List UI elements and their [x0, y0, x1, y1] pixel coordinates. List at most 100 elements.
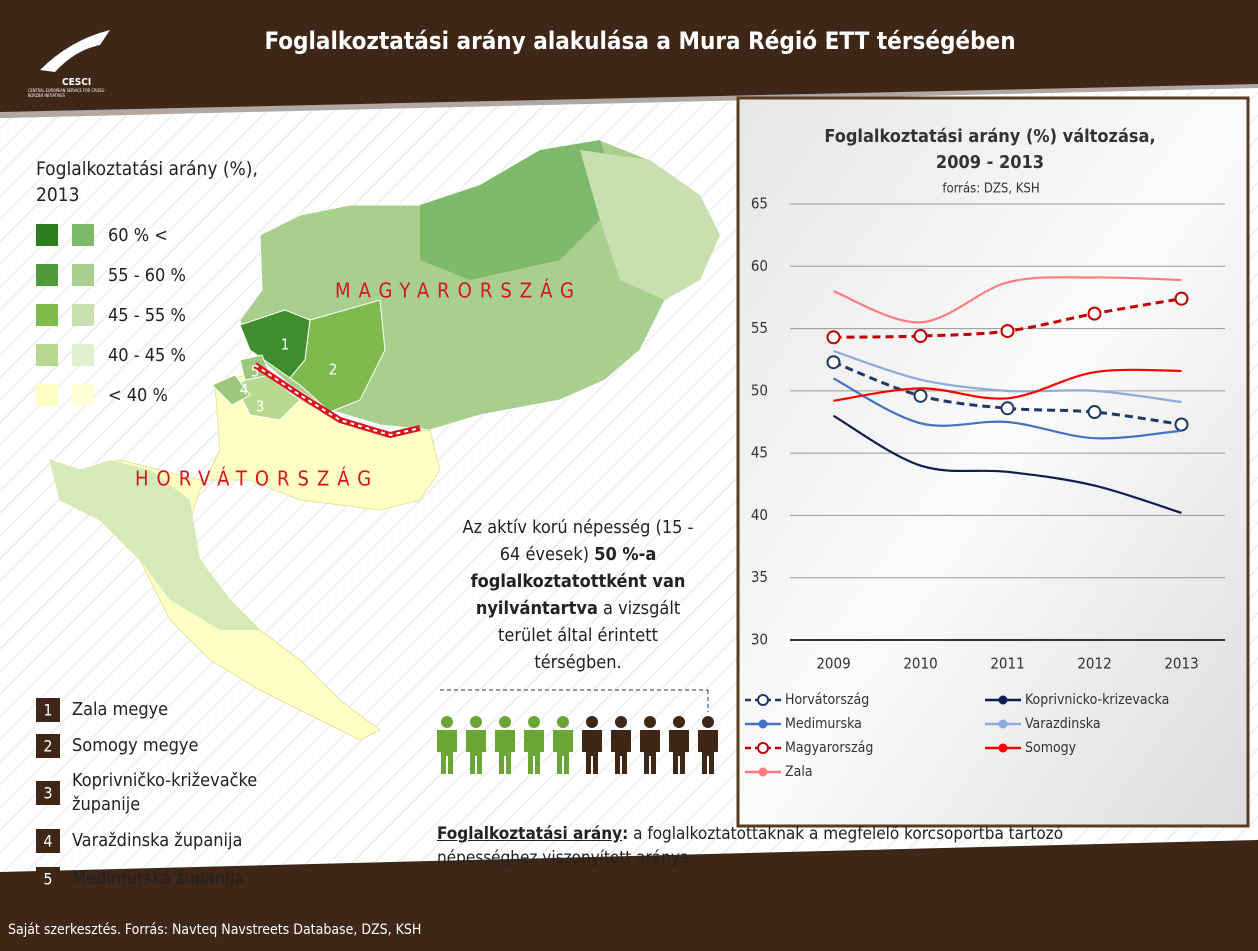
legend-label: 55 - 60 %	[108, 265, 186, 286]
county-name: Koprivničko-križevačke županije	[72, 770, 258, 815]
definition-part: a foglalkoztatottaknak a megfelelő korcs…	[437, 824, 1064, 868]
logo-mark	[40, 30, 110, 72]
chart-panel	[736, 96, 1250, 828]
legend-label: 45 - 55 %	[108, 305, 186, 326]
legend-swatch	[72, 384, 94, 406]
map-region	[420, 140, 620, 280]
y-tick-label: 60	[751, 257, 768, 275]
legend-label: Varazdinska	[1025, 716, 1101, 732]
county-number: 1	[43, 701, 52, 720]
person-icon	[441, 716, 453, 728]
legend-label: Koprivnicko-krizevacka	[1025, 692, 1169, 708]
legend-swatch	[36, 384, 58, 406]
y-tick-label: 50	[751, 381, 768, 399]
series-marker	[913, 388, 928, 403]
region-number: 3	[256, 398, 265, 416]
definition: Foglalkoztatási arány: a foglalkoztatott…	[437, 822, 1137, 870]
header-title: Foglalkoztatási arány alakulása a Mura R…	[264, 27, 1015, 55]
legend-swatch	[36, 344, 58, 366]
series-marker	[1174, 291, 1189, 306]
legend-label: < 40 %	[108, 385, 168, 406]
series-line	[832, 414, 1182, 514]
legend-label: Somogy	[1025, 740, 1077, 756]
header-band	[0, 0, 1258, 118]
chart-subtitle: forrás: DZS, KSH	[942, 182, 1039, 197]
footer-band	[0, 840, 1258, 951]
border-line	[254, 364, 421, 437]
chart-title-text: Foglalkoztatási arány (%) változása, 200…	[824, 126, 1156, 173]
legend-marker	[758, 719, 768, 729]
county-name: Međimurska županija	[72, 868, 245, 889]
person-icon	[557, 716, 569, 728]
person-icon	[495, 730, 515, 774]
x-tick-label: 2012	[1077, 655, 1111, 673]
person-icon	[586, 716, 598, 728]
person-icon	[702, 716, 714, 728]
note: Az aktív korú népesség (15 - 64 évesek) …	[458, 514, 698, 676]
county-name: Zala megye	[72, 699, 169, 720]
series-marker	[826, 355, 841, 370]
legend-swatch	[72, 264, 94, 286]
country-label: HORVÁTORSZÁG	[135, 467, 379, 491]
county-number: 5	[43, 870, 52, 889]
header-stripe	[0, 84, 1258, 118]
y-tick-label: 40	[751, 506, 768, 524]
person-icon	[470, 716, 482, 728]
series-line	[833, 368, 1182, 402]
legend-label: Zala	[785, 764, 813, 780]
person-icon	[669, 730, 689, 774]
legend-label: Magyarország	[785, 740, 873, 756]
legend-title: Foglalkoztatási arány (%), 2013	[36, 158, 258, 206]
note-part: Az aktív korú népesség (15 - 64 évesek)	[462, 517, 694, 565]
county-number: 2	[43, 737, 52, 756]
series-marker	[1087, 405, 1102, 420]
county-badge	[36, 867, 60, 891]
person-icon	[528, 716, 540, 728]
y-tick-label: 45	[751, 444, 768, 462]
person-icon	[611, 730, 631, 774]
note-part: 50 %-a foglalkoztatottként van nyilvánta…	[470, 544, 686, 619]
person-icon	[499, 716, 511, 728]
county-number: 3	[43, 784, 52, 803]
person-icon	[673, 716, 685, 728]
legend-swatch	[36, 264, 58, 286]
county-badge	[36, 829, 60, 853]
county-badge	[36, 734, 60, 758]
person-icon	[582, 730, 602, 774]
county-name: Varaždinska županija	[72, 830, 243, 851]
region-number: 5	[251, 363, 260, 381]
legend-marker	[998, 695, 1008, 705]
map-region	[50, 460, 260, 630]
series-line	[833, 276, 1182, 324]
y-tick-label: 55	[751, 319, 768, 337]
person-icon	[466, 730, 486, 774]
series-line	[833, 349, 1182, 404]
person-icon	[553, 730, 573, 774]
person-icon	[698, 730, 718, 774]
legend-label: Horvátország	[785, 692, 869, 708]
legend-marker	[757, 742, 769, 754]
legend-swatch	[36, 224, 58, 246]
x-tick-label: 2009	[816, 655, 850, 673]
series-marker	[1087, 306, 1102, 321]
county-name: Somogy megye	[72, 735, 199, 756]
map-varazdin	[211, 374, 251, 406]
county-badge	[36, 698, 60, 722]
map-region	[580, 150, 720, 300]
region-number: 1	[281, 336, 290, 354]
person-icon	[640, 730, 660, 774]
series-marker	[1000, 324, 1015, 339]
person-icon	[437, 730, 457, 774]
series-marker	[826, 330, 841, 345]
y-tick-label: 35	[751, 568, 768, 586]
x-tick-label: 2010	[903, 655, 937, 673]
definition-part: Foglalkoztatási arány	[437, 824, 623, 844]
legend-swatch	[72, 344, 94, 366]
y-tick-label: 30	[751, 631, 768, 649]
legend-label: 40 - 45 %	[108, 345, 186, 366]
person-icon	[615, 716, 627, 728]
chart-title: Foglalkoztatási arány (%) változása, 200…	[795, 124, 1185, 176]
county-badge	[36, 781, 60, 805]
